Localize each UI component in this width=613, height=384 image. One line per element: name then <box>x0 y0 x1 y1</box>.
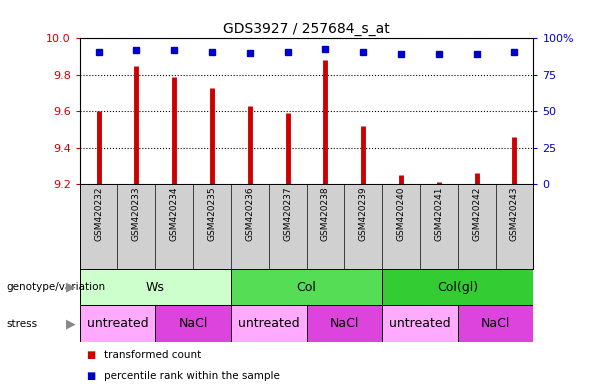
Text: ■: ■ <box>86 371 95 381</box>
Text: GSM420232: GSM420232 <box>94 187 103 242</box>
Text: percentile rank within the sample: percentile rank within the sample <box>104 371 280 381</box>
Text: GSM420238: GSM420238 <box>321 187 330 242</box>
Text: Ws: Ws <box>146 281 165 293</box>
Text: GSM420234: GSM420234 <box>170 187 179 242</box>
Bar <box>155 305 231 342</box>
Text: Col(gl): Col(gl) <box>437 281 478 293</box>
Bar <box>458 305 533 342</box>
Bar <box>231 269 382 305</box>
Bar <box>80 305 155 342</box>
Text: ▶: ▶ <box>66 281 75 293</box>
Text: transformed count: transformed count <box>104 350 202 360</box>
Text: GSM420237: GSM420237 <box>283 187 292 242</box>
Text: NaCl: NaCl <box>330 317 359 330</box>
Text: NaCl: NaCl <box>481 317 510 330</box>
Bar <box>306 305 382 342</box>
Bar <box>382 305 458 342</box>
Text: GSM420236: GSM420236 <box>245 187 254 242</box>
Bar <box>80 269 231 305</box>
Text: untreated: untreated <box>238 317 300 330</box>
Text: untreated: untreated <box>86 317 148 330</box>
Bar <box>231 305 306 342</box>
Text: genotype/variation: genotype/variation <box>6 282 105 292</box>
Text: GSM420239: GSM420239 <box>359 187 368 242</box>
Text: GSM420242: GSM420242 <box>472 187 481 241</box>
Text: ▶: ▶ <box>66 317 75 330</box>
Text: stress: stress <box>6 318 37 329</box>
Text: GSM420243: GSM420243 <box>510 187 519 242</box>
Text: ■: ■ <box>86 350 95 360</box>
Text: GSM420235: GSM420235 <box>207 187 216 242</box>
Text: GSM420233: GSM420233 <box>132 187 141 242</box>
Title: GDS3927 / 257684_s_at: GDS3927 / 257684_s_at <box>223 22 390 36</box>
Bar <box>382 269 533 305</box>
Text: GSM420240: GSM420240 <box>397 187 406 242</box>
Text: GSM420241: GSM420241 <box>434 187 443 242</box>
Text: NaCl: NaCl <box>178 317 208 330</box>
Text: Col: Col <box>297 281 316 293</box>
Text: untreated: untreated <box>389 317 451 330</box>
